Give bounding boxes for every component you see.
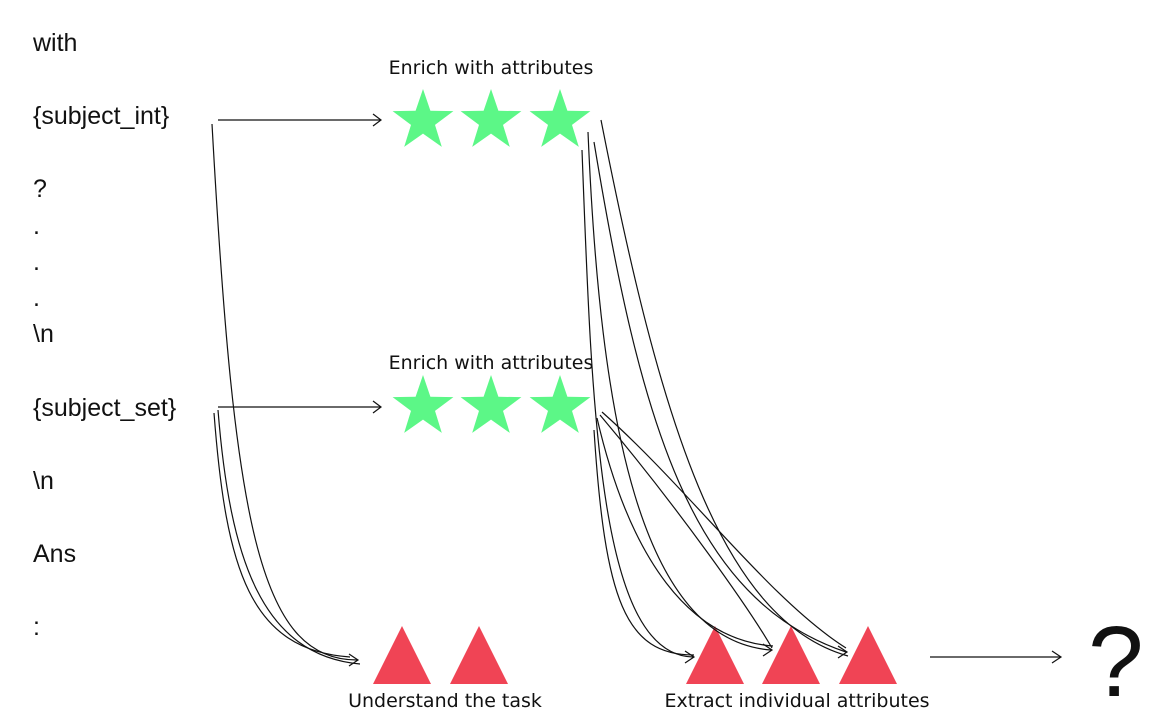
- curve-bottom-to-extract-2: [596, 417, 774, 647]
- star-group-top: [392, 89, 591, 147]
- arrow-icon: [372, 113, 382, 127]
- curve-subject-set-to-understand: [217, 409, 361, 665]
- star-icon: [392, 89, 454, 147]
- arrow-icon: [762, 643, 774, 657]
- curve-subject-int-to-understand: [211, 123, 358, 661]
- star-icon: [392, 375, 454, 433]
- curve-bottom-to-extract-1: [593, 429, 695, 656]
- triangle-group-understand: [373, 626, 508, 684]
- arrow-icon: [1051, 650, 1063, 664]
- caption-enrich-bottom: Enrich with attributes: [388, 352, 594, 374]
- token-dot-2: .: [33, 248, 40, 276]
- triangle-group-extract: [686, 626, 897, 684]
- token-question: ?: [33, 175, 47, 203]
- curve-bottom-to-extract-3: [599, 414, 773, 649]
- triangle-icon: [450, 626, 508, 684]
- caption-enrich-top: Enrich with attributes: [388, 57, 594, 79]
- token-dot-1: .: [33, 212, 40, 240]
- arrow-icon: [348, 653, 360, 667]
- token-newline-2: \n: [33, 467, 54, 495]
- triangle-icon: [762, 626, 820, 684]
- token-newline-1: \n: [33, 320, 54, 348]
- curve-top-to-extract-3: [593, 141, 847, 653]
- arrow-icon: [684, 650, 696, 664]
- arrow-icon: [837, 645, 849, 659]
- caption-extract: Extract individual attributes: [664, 690, 930, 712]
- arrow-icon: [372, 400, 382, 414]
- curve-top-to-extract-4: [600, 119, 849, 657]
- token-with: with: [33, 29, 78, 57]
- curve-subject-set-to-understand-2: [213, 412, 351, 658]
- curve-top-to-extract-1: [581, 149, 694, 658]
- token-colon: :: [33, 613, 40, 641]
- token-subject-set: {subject_set}: [33, 394, 177, 422]
- caption-understand: Understand the task: [348, 690, 542, 712]
- token-subject-int: {subject_int}: [33, 102, 170, 130]
- triangle-icon: [686, 626, 744, 684]
- token-ans: Ans: [33, 540, 77, 568]
- curve-bottom-to-extract-4: [601, 411, 847, 649]
- star-icon: [460, 89, 522, 147]
- triangle-icon: [373, 626, 431, 684]
- triangle-icon: [839, 626, 897, 684]
- curve-top-to-extract-2: [587, 131, 772, 651]
- star-icon: [460, 375, 522, 433]
- star-group-bottom: [392, 375, 591, 433]
- star-icon: [529, 375, 591, 433]
- token-dot-3: .: [33, 284, 40, 312]
- output-question-mark: ?: [1088, 606, 1144, 718]
- star-icon: [529, 89, 591, 147]
- connector-lines: [211, 113, 1063, 667]
